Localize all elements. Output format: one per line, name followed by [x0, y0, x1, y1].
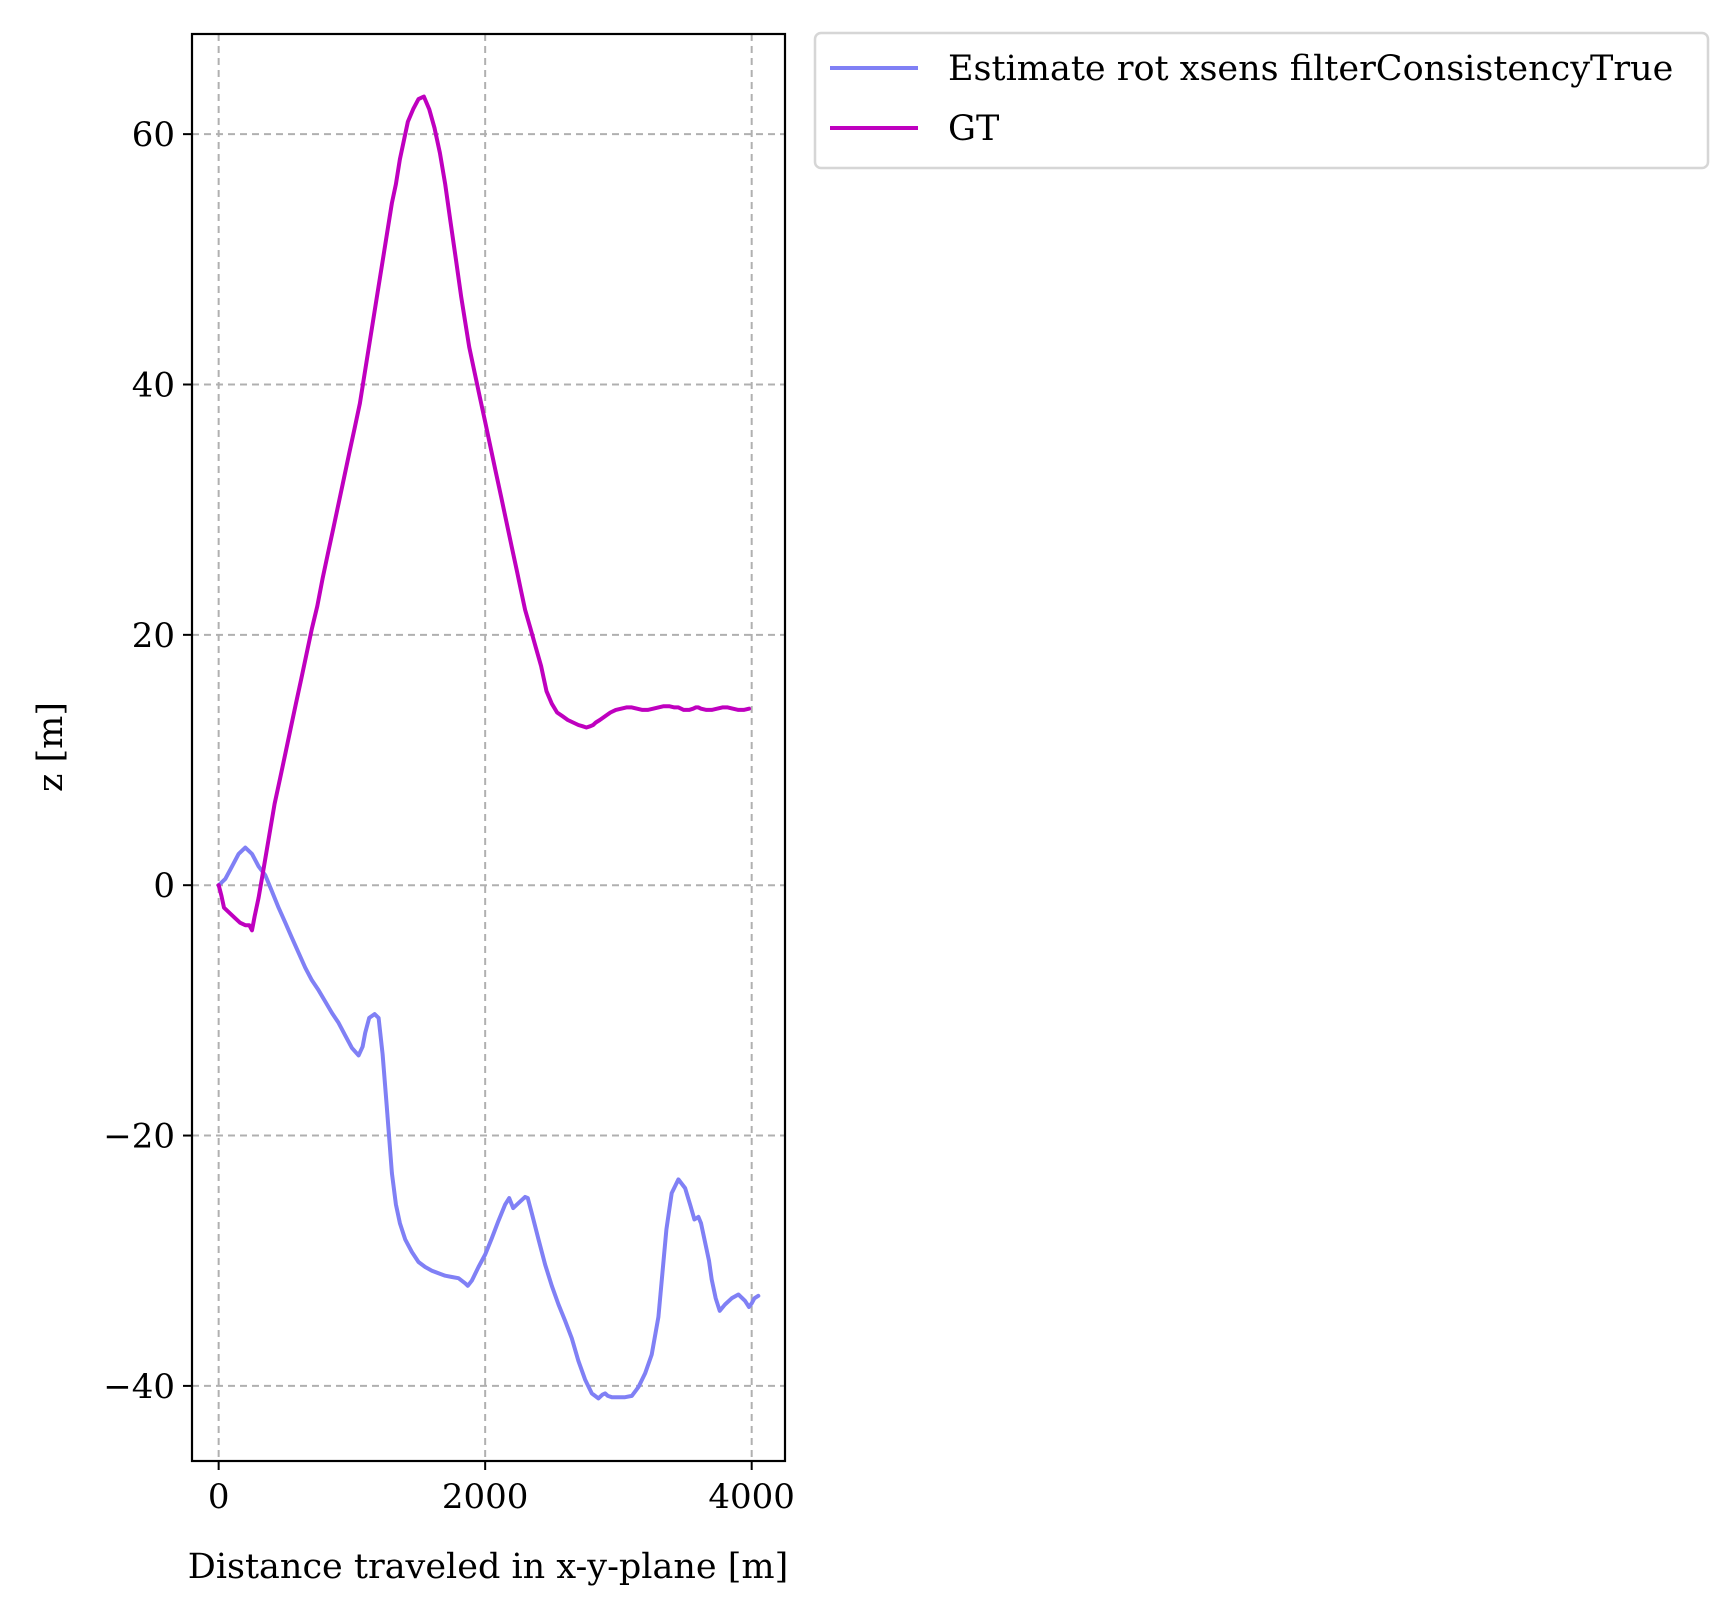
series-line-gt — [216, 94, 751, 933]
x-tick-label: 4000 — [708, 1477, 795, 1517]
y-tick-label: 0 — [153, 866, 175, 906]
legend-label-gt: GT — [948, 109, 999, 149]
y-tick-label: −40 — [103, 1367, 175, 1407]
ticks: 0 2000 4000 −40 −20 0 20 40 60 — [103, 115, 795, 1517]
x-axis-title: Distance traveled in x-y-plane [m] — [188, 1547, 788, 1587]
legend-label-estimate: Estimate rot xsens filterConsistencyTrue — [948, 49, 1673, 89]
plot-frame — [190, 32, 787, 1463]
y-axis-title: z [m] — [31, 702, 71, 792]
y-tick-label: −20 — [103, 1117, 175, 1157]
x-tick-label: 0 — [208, 1477, 230, 1517]
grid — [192, 34, 785, 1461]
x-tick-label: 2000 — [442, 1477, 529, 1517]
y-tick-label: 40 — [132, 365, 175, 405]
series-layer — [216, 94, 761, 1401]
legend-box — [813, 31, 1710, 170]
y-tick-label: 20 — [132, 616, 175, 656]
series-line-estimate — [216, 845, 761, 1401]
y-tick-label: 60 — [132, 115, 175, 155]
legend: Estimate rot xsens filterConsistencyTrue… — [813, 31, 1710, 170]
